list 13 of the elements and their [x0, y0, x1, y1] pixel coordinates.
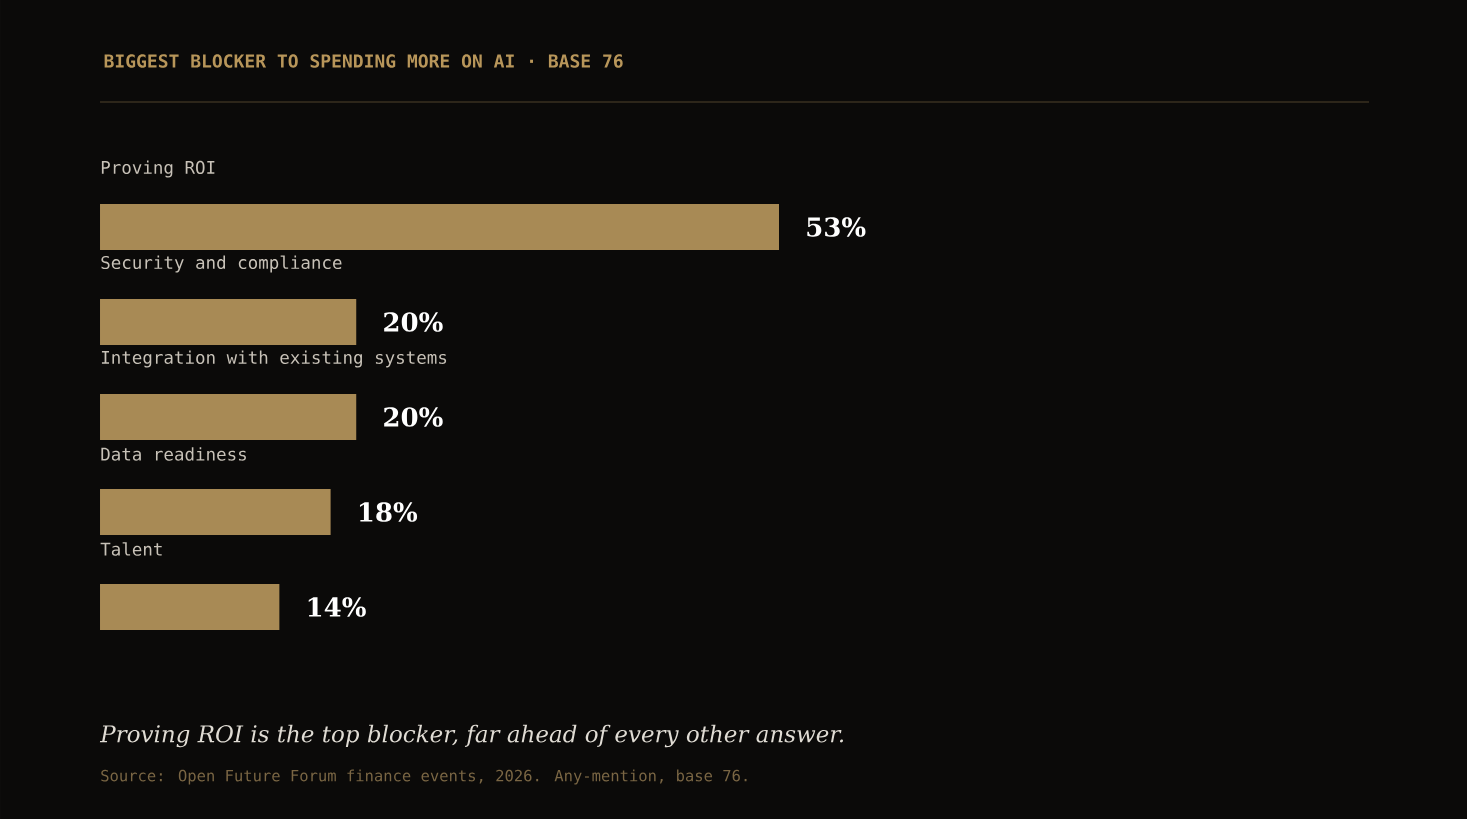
- y-tick-label: Proving ROI: [101, 160, 215, 178]
- chart-title: BIGGEST BLOCKER TO SPENDING MORE ON AI · BASE 76: [104, 54, 623, 68]
- text: Proving ROI is the top blocker, far ahead of every other answer.: [99, 724, 844, 748]
- y-tick-label: Data readiness: [101, 447, 246, 461]
- source-note: Source: Open Future Forum finance events, 2026. Any-mention, base 76.: [101, 769, 747, 785]
- y-tick-label: Integration with existing systems: [101, 350, 447, 368]
- data-label: 20%: [384, 407, 443, 427]
- data-label: 53%: [807, 217, 866, 237]
- data-label: 18%: [359, 502, 418, 522]
- data-label: 14%: [308, 597, 366, 617]
- data-label: 20%: [384, 312, 443, 332]
- y-tick-label: Security and compliance: [101, 255, 342, 273]
- y-tick-label: Talent: [100, 542, 162, 556]
